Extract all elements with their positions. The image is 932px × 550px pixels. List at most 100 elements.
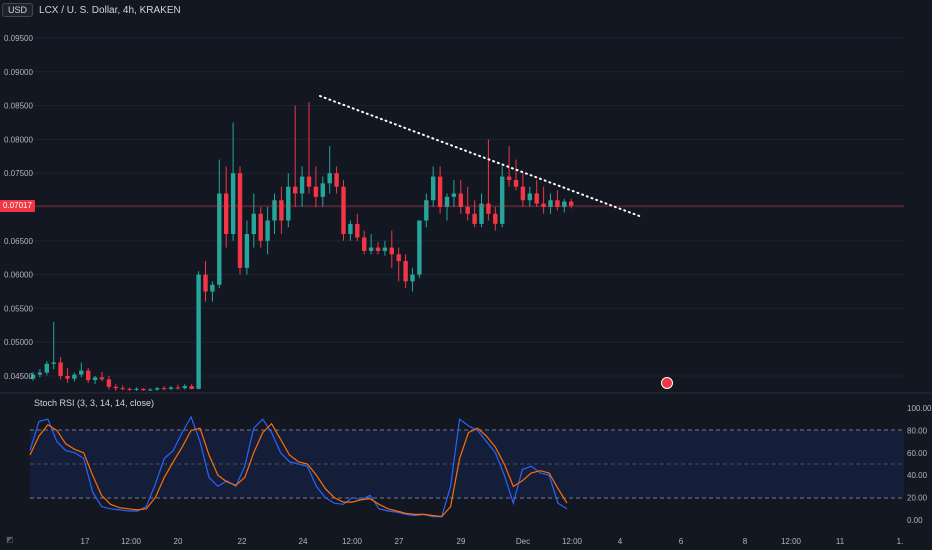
time-tick-label: 8 [743,537,748,546]
candle-body [92,377,98,381]
price-tick-label: 0.06000 [4,271,33,280]
candle-body [313,186,319,197]
candle-body [127,388,132,390]
candle-body [403,261,408,282]
candle-body [355,223,360,238]
candle-body [203,274,208,292]
candle-body [472,213,477,224]
candle-body [286,186,291,221]
candle-body [548,200,553,207]
candle-body [99,377,105,380]
candle-body [161,388,167,390]
candle-body [72,374,77,379]
rsi-tick-label: 0.00 [907,516,923,525]
price-tick-label: 0.09000 [4,68,33,77]
candle-body [58,362,63,376]
candle-body [417,220,422,275]
candle-body [293,186,298,194]
candle-body [272,200,277,221]
candle-body [320,183,325,197]
candle-body [189,386,194,389]
candle-body [410,274,415,282]
candle-body [424,200,429,221]
time-tick-label: 11 [836,537,845,546]
candle-body [168,387,174,389]
candle-body [306,176,312,187]
time-tick-label: 12:00 [562,537,583,546]
candle-body [120,388,125,390]
time-tick-label: Dec [516,537,530,546]
currency-button[interactable]: USD [2,3,34,17]
time-tick-label: 1. [897,537,904,546]
candle-body [37,372,43,375]
candle-body [513,179,519,187]
symbol-title: LCX / U. S. Dollar, 4h, KRAKEN [39,4,181,16]
candle-body [437,176,443,207]
price-tick-label: 0.07500 [4,169,33,178]
tradingview-logo-icon[interactable]: ◩ [6,535,14,544]
candle-body [86,370,91,381]
candle-body [389,247,394,255]
candle-body [486,203,491,214]
candle-body [30,374,36,379]
candle-body [279,200,284,221]
candle-body [465,207,470,214]
time-tick-label: 17 [81,537,90,546]
candle-body [348,223,353,235]
candle-body [175,387,181,389]
candle-body [362,237,367,251]
candle-body [341,186,346,235]
stoch-rsi-label: Stoch RSI (3, 3, 14, 14, close) [34,398,155,408]
candle-body [382,247,388,251]
candle-body [230,173,236,235]
time-tick-label: 22 [238,537,247,546]
candle-body [217,193,222,285]
candle-body [458,193,463,207]
price-tick-label: 0.05500 [4,304,33,313]
candle-body [79,370,84,375]
candle-body [141,388,146,391]
candle-body [334,173,339,187]
stoch-k-line [29,415,568,518]
time-tick-label: 6 [679,537,684,546]
candle-body [569,201,574,206]
candle-body [555,200,560,207]
candle-body [375,247,381,251]
candle-body [251,213,256,235]
time-tick-label: 29 [457,537,466,546]
price-tick-label: 0.08000 [4,135,33,144]
stoch-d-line [29,422,568,518]
time-tick-label: 12:00 [342,537,363,546]
candle-body [65,376,70,379]
stoch-rsi-pane[interactable]: 100.00 80.00 60.00 40.00 20.00 0.00 17 12:00 20… [0,396,932,550]
time-tick-label: 12:00 [121,537,142,546]
candle-body [224,193,229,235]
candle-body [562,201,567,207]
candle-body [244,234,250,268]
candle-body [299,176,305,194]
rsi-tick-label: 80.00 [907,426,928,435]
candle-body [237,173,243,268]
candle-body [327,173,332,184]
price-tick-label: 0.05000 [4,338,33,347]
chart-header: USD LCX / U. S. Dollar, 4h, KRAKEN [0,0,181,20]
candle-body [396,254,401,262]
price-chart[interactable]: 0.09500 0.09000 0.08500 0.08000 0.07500 0.070… [0,0,932,396]
candle-body [106,379,112,387]
candle-body [182,386,187,389]
candle-body [196,274,201,389]
descending-trendline[interactable] [319,95,643,218]
time-tick-label: 12:00 [781,537,802,546]
candle-body [527,193,532,201]
candle-body [506,176,512,180]
flag-marker-icon[interactable] [661,377,673,389]
price-tick-label: 0.04500 [4,372,33,381]
time-tick-label: 27 [395,537,404,546]
candle-body [155,388,160,390]
candle-body [51,362,56,364]
price-tick-label: 0.09500 [4,34,33,43]
candle-body [44,363,49,373]
candle-body [134,388,139,390]
candle-body [451,193,457,197]
candle-body [444,196,450,207]
